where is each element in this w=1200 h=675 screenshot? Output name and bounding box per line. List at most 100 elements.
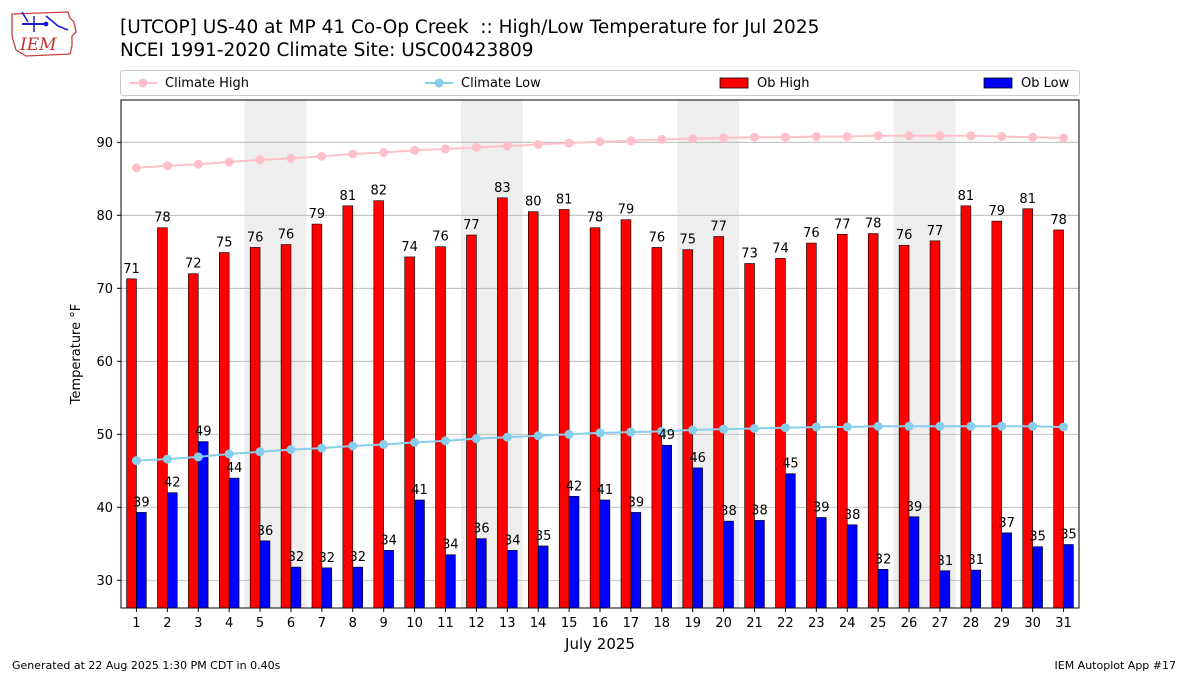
x-tick-label: 27 [932,616,949,631]
ob-high-bar [620,219,632,609]
ob-high-label: 76 [803,226,820,241]
climate-low-point [873,421,883,431]
climate-high-point [286,153,296,163]
climate-high-point [440,144,450,154]
ob-high-label: 79 [309,207,326,222]
x-tick-label: 18 [654,616,671,631]
ob-high-bar [960,205,972,609]
ob-low-bar [383,550,394,609]
ob-high-label: 81 [1019,192,1036,207]
climate-high-point [842,131,852,141]
climate-high-point [471,142,481,152]
x-tick-label: 9 [380,616,388,631]
climate-low-point [780,423,790,433]
x-tick-label: 6 [287,616,295,631]
y-tick-label: 70 [96,282,113,297]
ob-low-label: 38 [751,503,768,518]
ob-low-label: 31 [937,554,954,569]
climate-high-point [1059,133,1069,143]
ob-low-label: 46 [689,451,706,466]
ob-low-bar [816,517,827,609]
y-tick-label: 80 [96,209,113,224]
ob-high-bar [466,234,477,609]
ob-high-label: 76 [432,230,449,245]
ob-low-label: 32 [349,550,366,565]
x-axis-label: July 2025 [564,635,635,653]
ob-low-label: 37 [998,516,1015,531]
climate-high-point [966,131,976,141]
ob-high-label: 77 [927,224,944,239]
ob-low-label: 35 [1029,530,1046,545]
ob-high-label: 79 [618,203,635,218]
ob-low-label: 41 [411,483,428,498]
climate-high-point [379,148,389,158]
x-tick-label: 5 [256,616,264,631]
ob-low-bar [723,520,734,609]
climate-high-point [780,132,790,142]
climate-high-point [873,131,883,141]
ob-low-label: 34 [380,533,397,548]
x-tick-label: 22 [777,616,794,631]
x-tick-label: 4 [225,616,233,631]
climate-low-line-icon [425,78,453,88]
ob-high-bar [991,220,1003,609]
ob-low-bar [785,473,796,609]
ob-high-label: 79 [989,204,1006,219]
ob-high-label: 76 [649,230,666,245]
ob-low-bar [568,496,580,609]
climate-high-point [719,133,729,143]
x-tick-label: 19 [684,616,701,631]
legend-item-climate-low: Climate Low [425,71,541,95]
ob-low-bar [445,554,456,609]
ob-low-bar [1063,544,1074,609]
y-tick-label: 40 [96,501,113,516]
chart-title: [UTCOP] US-40 at MP 41 Co-Op Creek :: Hi… [120,17,820,38]
ob-low-bar [352,566,363,609]
x-tick-label: 23 [808,616,825,631]
ob-high-label: 82 [370,184,387,199]
climate-high-point [750,132,760,142]
ob-low-label: 36 [473,522,490,537]
climate-low-point [935,421,945,431]
climate-high-point [317,151,327,161]
climate-high-point [1028,132,1038,142]
climate-low-point [533,431,543,441]
app-credit: IEM Autoplot App #17 [1054,659,1177,672]
ob-high-label: 78 [587,211,604,226]
climate-high-point [626,136,636,146]
ob-low-bar [1001,532,1012,609]
legend-label-climate-low: Climate Low [461,75,541,91]
ob-high-bar [528,211,539,609]
climate-high-point [904,131,914,141]
x-tick-label: 15 [561,616,578,631]
y-tick-label: 30 [96,574,113,589]
climate-high-point [193,159,203,169]
ob-high-bar [218,252,230,609]
ob-high-label: 78 [1050,213,1067,228]
ob-low-label: 49 [658,428,675,443]
ob-high-label: 81 [556,192,573,207]
ob-high-label: 76 [896,228,913,243]
x-tick-label: 14 [530,616,547,631]
ob-high-bar [558,209,570,609]
climate-high-point [348,149,358,159]
y-tick-label: 90 [96,136,113,151]
ob-low-label: 32 [319,551,336,566]
legend-label-ob-low: Ob Low [1021,75,1070,91]
climate-low-point [1059,422,1069,432]
ob-low-label: 39 [133,495,150,510]
ob-high-label: 81 [958,189,975,204]
ob-low-bar [197,441,209,609]
ob-low-bar [754,520,765,609]
climate-low-point [719,424,729,434]
ob-high-label: 77 [463,218,480,233]
x-tick-label: 3 [194,616,202,631]
ob-high-bar [249,247,261,609]
ob-high-label: 74 [401,240,418,255]
climate-low-point [410,437,420,447]
ob-low-swatch-icon [983,77,1013,89]
ob-low-label: 34 [442,538,459,553]
ob-low-label: 42 [164,476,181,491]
ob-high-label: 75 [679,233,696,248]
